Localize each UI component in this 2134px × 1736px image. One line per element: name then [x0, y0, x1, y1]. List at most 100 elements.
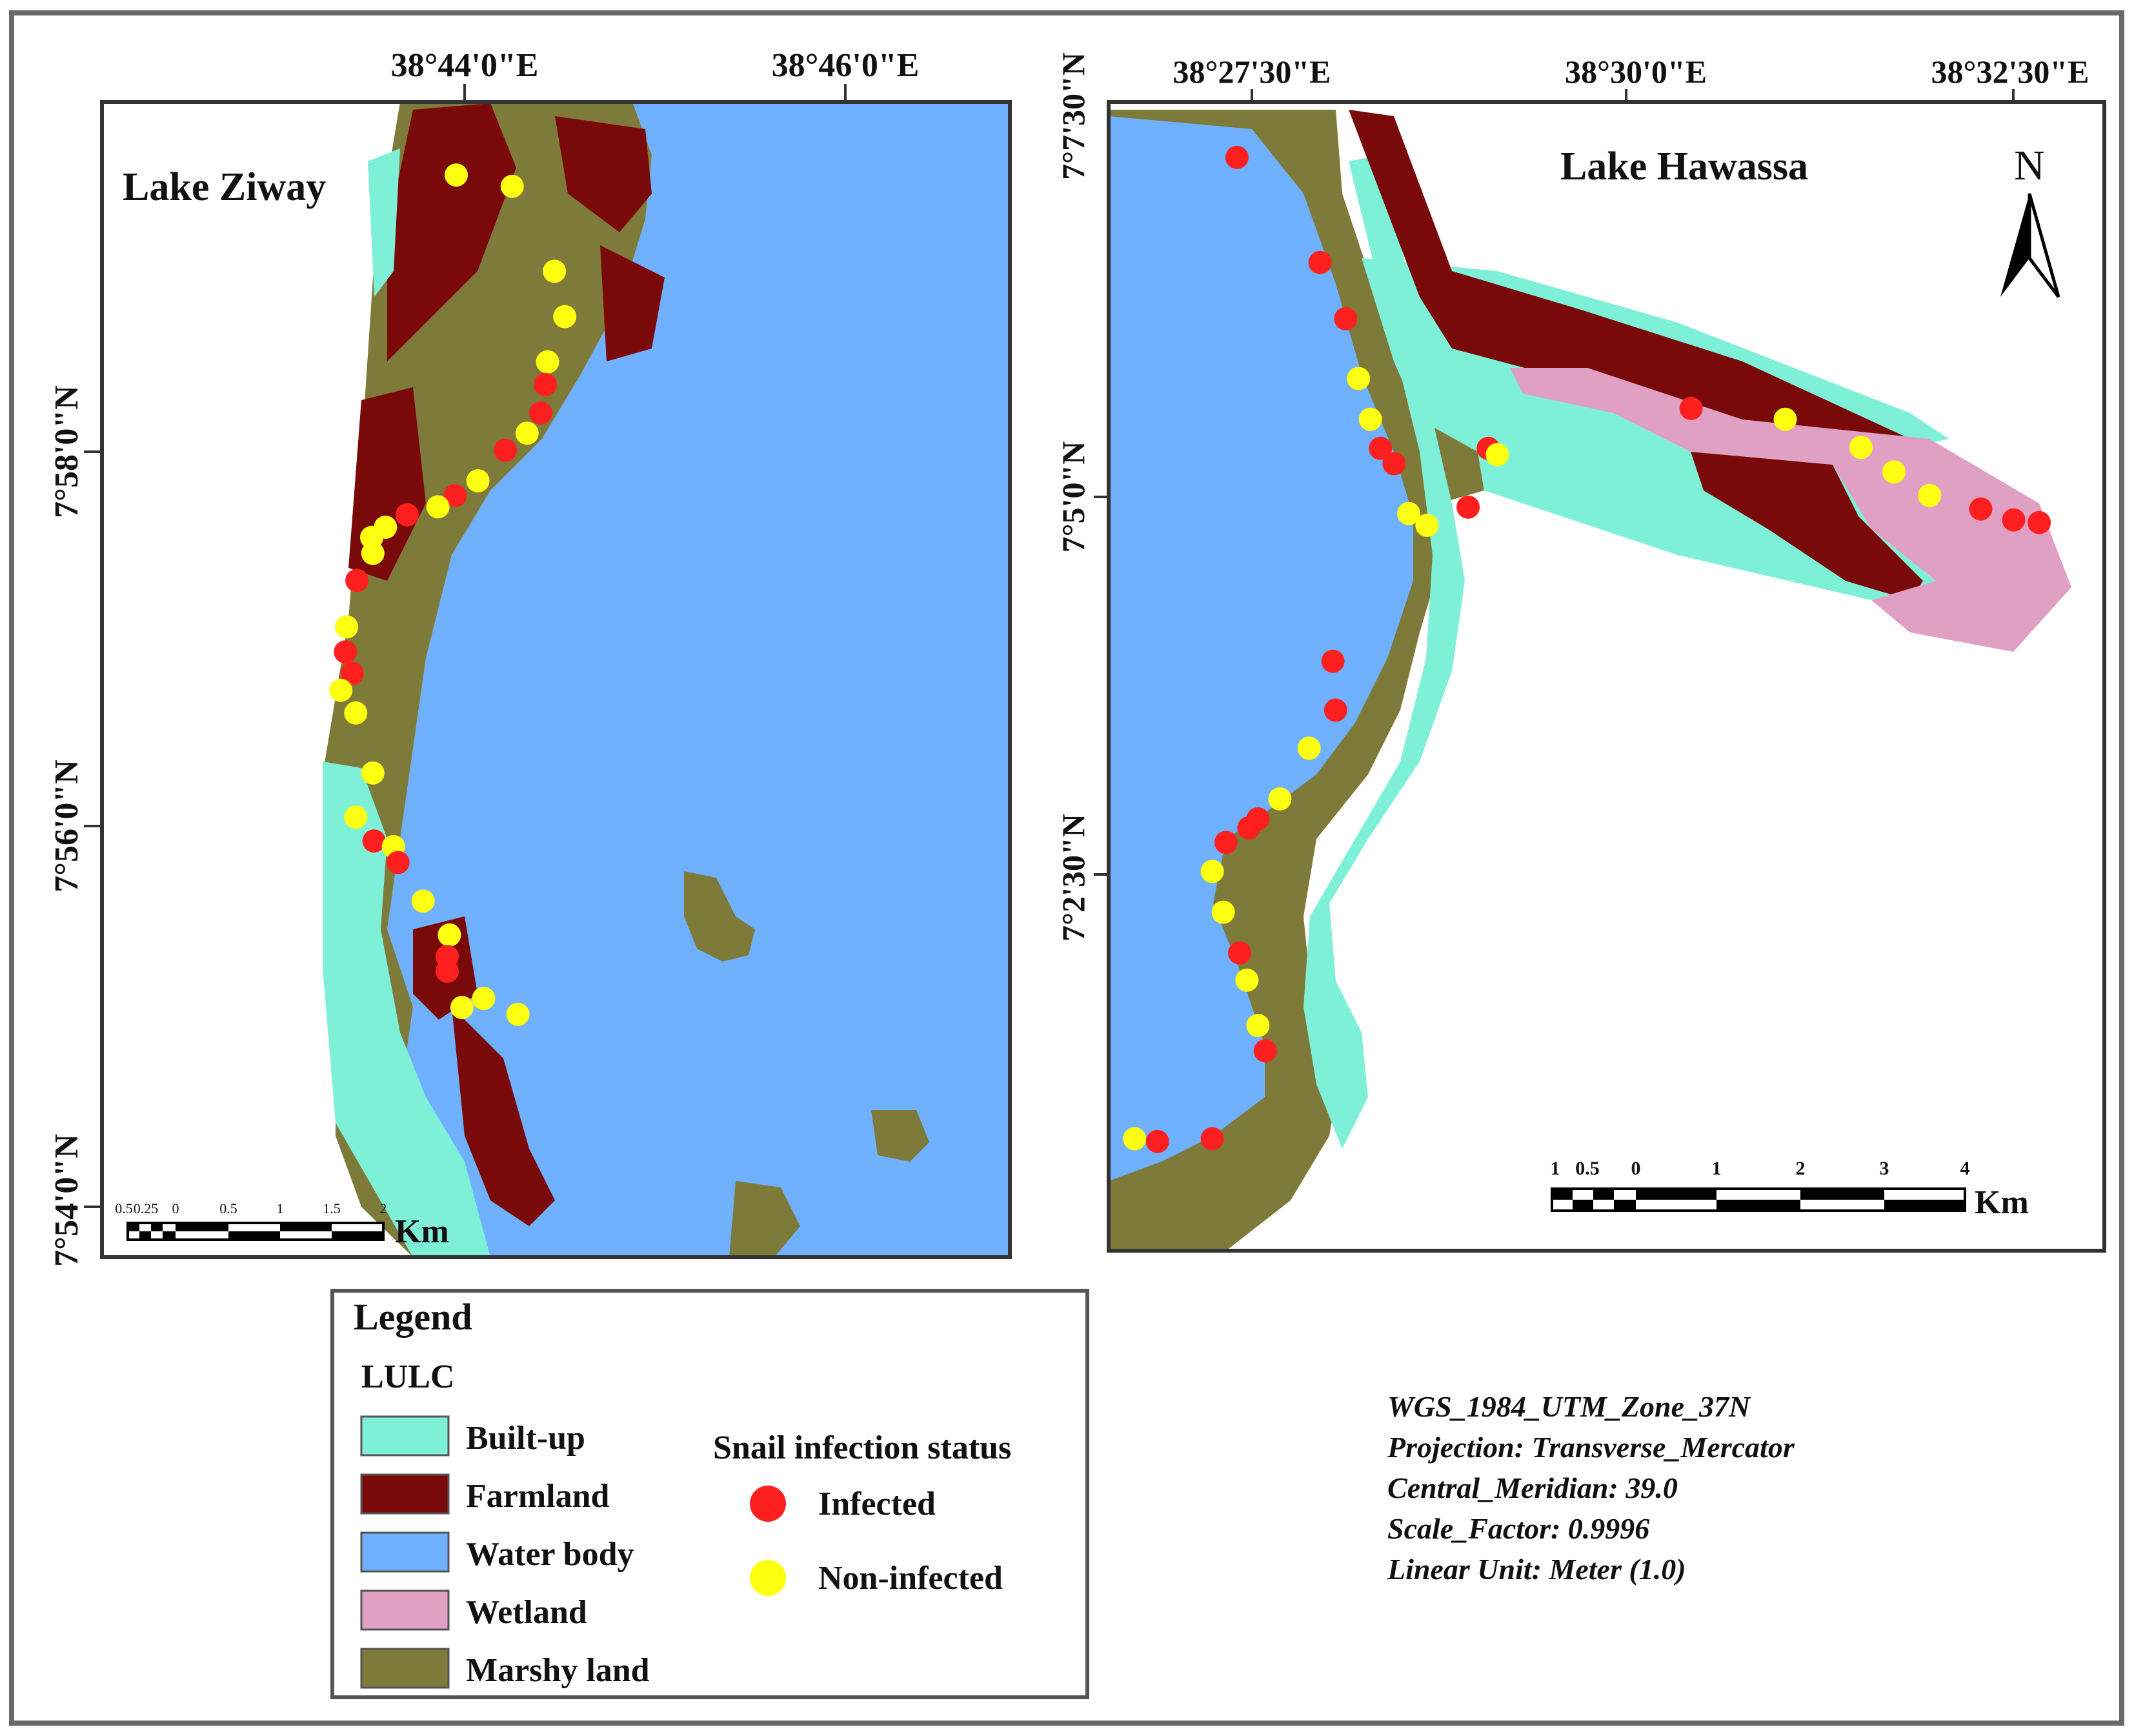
ziway-farmland-northeast [555, 116, 652, 232]
ziway-infected-site [443, 483, 467, 507]
ziway-lon-label: 38°46'0"E [772, 47, 920, 84]
ziway-infected-site [435, 960, 459, 983]
legend-swatch-marshy-land [360, 1648, 450, 1689]
ziway-water-body [387, 102, 1010, 1257]
ziway-non-infected-site [445, 163, 468, 187]
hawassa-infected-site [1145, 1129, 1169, 1153]
ziway-non-infected-site [500, 174, 524, 198]
legend-swatch-wetland [360, 1590, 450, 1631]
ziway-infected-site [494, 438, 518, 462]
hawassa-infected-site [1321, 649, 1345, 673]
north-label: N [2014, 142, 2045, 189]
ziway-non-infected-site [466, 469, 490, 492]
ziway-non-infected-site [361, 541, 385, 565]
ziway-scale-number: 1 [277, 1200, 284, 1216]
ziway-non-infected-site [553, 305, 577, 328]
hawassa-infected-site [1228, 941, 1252, 965]
ziway-farmland-south [452, 1007, 555, 1226]
hawassa-scale-number: 1 [1712, 1158, 1722, 1179]
hawassa-water-body [1109, 116, 1413, 1181]
hawassa-non-infected-site [1297, 736, 1321, 760]
legend-swatch-farmland [360, 1473, 450, 1515]
hawassa-infected-site [1324, 698, 1347, 722]
hawassa-infected-site [1969, 497, 1993, 521]
hawassa-non-infected-site [1358, 407, 1382, 431]
hawassa-non-infected-site [1200, 860, 1224, 883]
ziway-non-infected-site [361, 761, 385, 785]
hawassa-map-frame [1107, 100, 2106, 1253]
ziway-farmland-east [600, 245, 665, 361]
ziway-scale-number: 0 [172, 1200, 179, 1216]
legend-infected-marker [750, 1486, 786, 1522]
legend-label-wetland: Wetland [466, 1594, 587, 1631]
ziway-island [684, 871, 755, 962]
hawassa-infected-site [1225, 146, 1249, 169]
ziway-island-east [871, 1110, 929, 1162]
ziway-island-south [729, 1181, 800, 1257]
hawassa-infected-site [1334, 307, 1358, 330]
hawassa-non-infected-site [1235, 968, 1259, 992]
legend-label-marshy-land: Marshy land [466, 1652, 650, 1689]
ziway-scale-number: 0.5 [219, 1200, 237, 1216]
hawassa-infected-site [1369, 436, 1393, 460]
ziway-non-infected-site [344, 805, 368, 829]
hawassa-farmland [1349, 110, 1910, 465]
hawassa-infected-site [1456, 495, 1480, 519]
hawassa-non-infected-site [1211, 900, 1235, 924]
ziway-non-infected-site [426, 495, 450, 519]
hawassa-infected-site [1308, 250, 1332, 274]
hawassa-lon-label: 38°32'30"E [1931, 54, 2089, 90]
hawassa-non-infected-site [1849, 436, 1873, 459]
hawassa-infected-site [1253, 1039, 1277, 1063]
hawassa-non-infected-site [1918, 483, 1942, 507]
ziway-scale-number: 1.5 [323, 1200, 341, 1216]
ziway-infected-site [534, 372, 558, 396]
hawassa-non-infected-site [1268, 787, 1292, 811]
ziway-non-infected-site [543, 259, 567, 283]
ziway-farmland-north [387, 103, 516, 361]
hawassa-lat-label: 7°5'0"N [1055, 441, 1091, 553]
hawassa-infected-site [1382, 452, 1406, 476]
ziway-title: Lake Ziway [123, 165, 326, 209]
ziway-non-infected-site [335, 615, 359, 639]
hawassa-scale-number: 4 [1960, 1158, 1970, 1179]
hawassa-scale-number: 1 [1551, 1158, 1560, 1179]
hawassa-infected-site [1214, 831, 1238, 854]
hawassa-non-infected-site [1882, 460, 1906, 484]
legend-label-farmland: Farmland [466, 1478, 610, 1515]
projection-line: Projection: Transverse_Mercator [1387, 1431, 1795, 1464]
legend-label-water-body: Water body [466, 1536, 634, 1573]
ziway-infected-site [395, 503, 419, 527]
ziway-non-infected-site [450, 996, 474, 1020]
hawassa-scale-number: 0.5 [1575, 1158, 1600, 1179]
ziway-lat-label: 7°56'0"N [48, 760, 85, 893]
hawassa-non-infected-site [1246, 1014, 1270, 1037]
legend-non-infected-marker [750, 1560, 786, 1596]
legend-lulc-heading: LULC [361, 1358, 454, 1395]
hawassa-non-infected-site [1773, 407, 1797, 431]
hawassa-sample-points [1123, 146, 2051, 1153]
map-lake-ziway: Lake Ziway 38°44'0"E 38°46'0"E 7°58'0"N … [48, 47, 1012, 1267]
ziway-non-infected-site [515, 421, 539, 445]
hawassa-infected-site [2028, 510, 2051, 534]
hawassa-scale-number: 2 [1796, 1158, 1806, 1179]
legend-label-non-infected: Non-infected [818, 1560, 1003, 1597]
hawassa-lat-label: 7°7'30"N [1055, 52, 1091, 180]
hawassa-title: Lake Hawassa [1560, 145, 1808, 188]
ziway-scale-unit: Km [395, 1213, 449, 1250]
hawassa-farmland-south [1691, 452, 1923, 600]
hawassa-scale-number: 0 [1631, 1158, 1641, 1179]
ziway-non-infected-site [411, 889, 435, 913]
legend-title: Legend [354, 1296, 472, 1338]
hawassa-built-up-west [1304, 155, 1465, 1149]
north-arrow-icon: N [2000, 142, 2060, 298]
hawassa-infected-site [2002, 508, 2026, 532]
ziway-scale-bar: 0.5 0.25 0 0.5 1 1.5 2 Km [115, 1200, 449, 1250]
ziway-infected-site [345, 569, 368, 592]
ziway-scale-number: 0.5 [115, 1200, 133, 1216]
map-lake-hawassa: Lake Hawassa 38°27'30"E 38°30'0"E 38°32'… [1055, 52, 2106, 1253]
ziway-sample-points [329, 163, 577, 1026]
hawassa-infected-site [1237, 816, 1261, 840]
ziway-scale-number: 2 [380, 1200, 387, 1216]
